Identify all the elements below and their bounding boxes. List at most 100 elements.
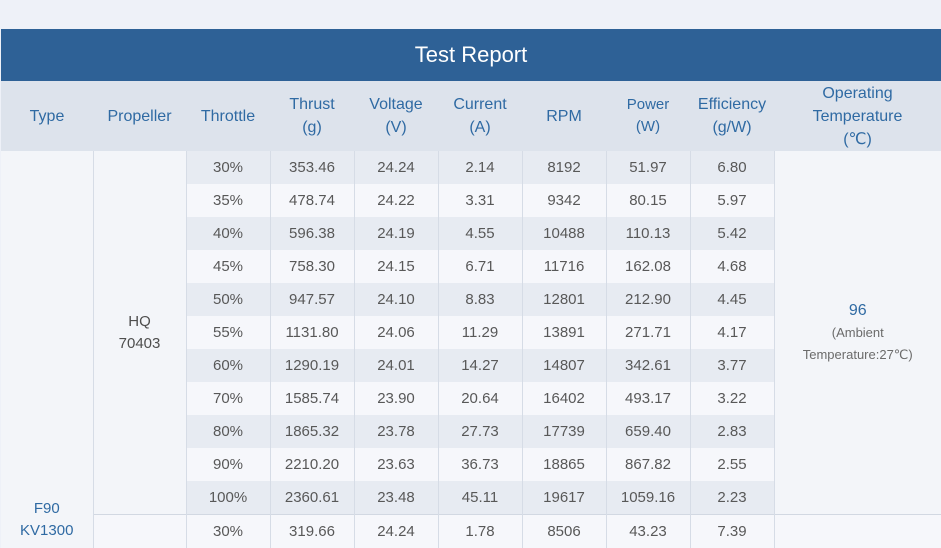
propeller-model: 70403: [119, 335, 161, 352]
table-cell: 162.08: [606, 250, 690, 283]
table-cell: 12801: [522, 283, 606, 316]
table-cell: 659.40: [606, 415, 690, 448]
table-cell: 24.24: [354, 151, 438, 184]
table-cell: 867.82: [606, 448, 690, 481]
table-cell: 478.74: [270, 184, 354, 217]
table-cell: 2210.20: [270, 448, 354, 481]
ambient-note: (Ambient: [775, 322, 941, 344]
table-cell: 80.15: [606, 184, 690, 217]
table-cell: 271.71: [606, 316, 690, 349]
table-cell: 8506: [522, 515, 606, 548]
table-cell: 3.31: [438, 184, 522, 217]
table-cell: 30%: [186, 151, 270, 184]
header-throttle: Throttle: [186, 81, 270, 151]
table-cell: 212.90: [606, 283, 690, 316]
table-cell: 43.23: [606, 515, 690, 548]
table-cell: 23.48: [354, 481, 438, 515]
table-cell: 50%: [186, 283, 270, 316]
table-cell: 18865: [522, 448, 606, 481]
table-cell: 24.22: [354, 184, 438, 217]
header-type: Type: [1, 81, 93, 151]
header-propeller: Propeller: [93, 81, 186, 151]
table-cell: 16402: [522, 382, 606, 415]
table-cell: 30%: [186, 515, 270, 548]
table-cell: 4.68: [690, 250, 774, 283]
table-cell: 596.38: [270, 217, 354, 250]
table-cell: 1059.16: [606, 481, 690, 515]
table-cell: 1585.74: [270, 382, 354, 415]
header-efficiency: Efficiency(g/W): [690, 81, 774, 151]
table-cell: 11.29: [438, 316, 522, 349]
table-cell: 45%: [186, 250, 270, 283]
table-cell: 3.77: [690, 349, 774, 382]
table-cell: 110.13: [606, 217, 690, 250]
table-cell: 24.01: [354, 349, 438, 382]
table-cell: 4.55: [438, 217, 522, 250]
table-cell: 8192: [522, 151, 606, 184]
table-cell: 4.45: [690, 283, 774, 316]
table-cell: 90%: [186, 448, 270, 481]
table-cell: 11716: [522, 250, 606, 283]
test-report-table: Type Propeller Throttle Thrust(g) Voltag…: [1, 81, 941, 548]
table-cell: 10488: [522, 217, 606, 250]
table-cell: 60%: [186, 349, 270, 382]
table-cell: 24.06: [354, 316, 438, 349]
table-cell: 7.39: [690, 515, 774, 548]
table-cell: 27.73: [438, 415, 522, 448]
table-cell: 4.17: [690, 316, 774, 349]
table-cell: 24.24: [354, 515, 438, 548]
motor-model: F90: [34, 500, 60, 517]
table-cell: 5.42: [690, 217, 774, 250]
table-cell: 24.19: [354, 217, 438, 250]
table-cell: 2.14: [438, 151, 522, 184]
table-cell: 13891: [522, 316, 606, 349]
table-cell: 1131.80: [270, 316, 354, 349]
table-cell: 758.30: [270, 250, 354, 283]
table-cell: 80%: [186, 415, 270, 448]
table-cell: 2360.61: [270, 481, 354, 515]
table-cell: 2.23: [690, 481, 774, 515]
report-title: Test Report: [1, 29, 941, 81]
table-cell: 51.97: [606, 151, 690, 184]
table-cell: 9342: [522, 184, 606, 217]
table-cell: 1865.32: [270, 415, 354, 448]
temperature-cell-next: [774, 515, 941, 548]
table-cell: 14807: [522, 349, 606, 382]
propeller-brand: HQ: [128, 313, 151, 330]
header-rpm: RPM: [522, 81, 606, 151]
table-cell: 36.73: [438, 448, 522, 481]
temperature-value: 96: [775, 300, 941, 322]
table-cell: 1290.19: [270, 349, 354, 382]
table-cell: 493.17: [606, 382, 690, 415]
table-cell: 24.10: [354, 283, 438, 316]
table-cell: 319.66: [270, 515, 354, 548]
table-cell: 2.83: [690, 415, 774, 448]
header-thrust: Thrust(g): [270, 81, 354, 151]
header-power: Power(W): [606, 81, 690, 151]
table-cell: 23.63: [354, 448, 438, 481]
table-cell: 35%: [186, 184, 270, 217]
header-current: Current(A): [438, 81, 522, 151]
ambient-temperature: Temperature:27℃): [775, 344, 941, 366]
propeller-cell: HQ 70403: [93, 151, 186, 515]
table-cell: 20.64: [438, 382, 522, 415]
table-cell: 17739: [522, 415, 606, 448]
table-cell: 23.90: [354, 382, 438, 415]
table-cell: 353.46: [270, 151, 354, 184]
table-cell: 8.83: [438, 283, 522, 316]
header-row: Type Propeller Throttle Thrust(g) Voltag…: [1, 81, 941, 151]
table-cell: 40%: [186, 217, 270, 250]
table-cell: 947.57: [270, 283, 354, 316]
table-cell: 14.27: [438, 349, 522, 382]
table-cell: 100%: [186, 481, 270, 515]
table-cell: 3.22: [690, 382, 774, 415]
table-cell: 1.78: [438, 515, 522, 548]
table-cell: 2.55: [690, 448, 774, 481]
table-cell: 70%: [186, 382, 270, 415]
